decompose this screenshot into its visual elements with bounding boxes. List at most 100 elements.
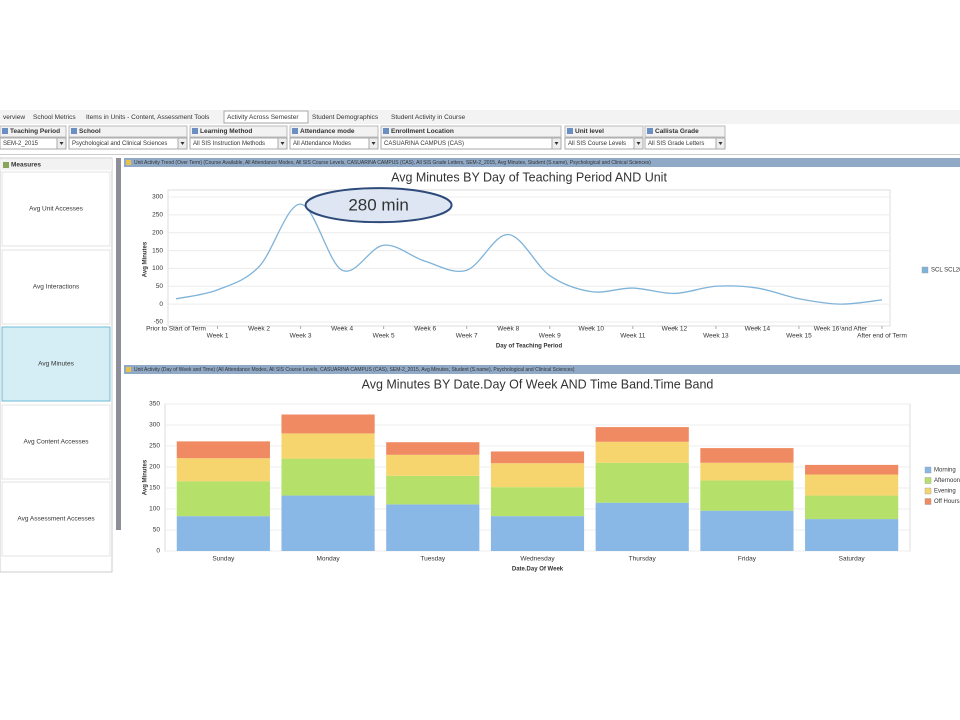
- y-tick-label: 0: [159, 301, 163, 308]
- legend-swatch: [921, 266, 929, 274]
- line-series: [175, 203, 883, 305]
- bar-segment: [805, 495, 899, 520]
- y-tick-label: 300: [152, 194, 163, 201]
- chart-title: Avg Minutes BY Day of Teaching Period AN…: [391, 170, 667, 184]
- tab[interactable]: [223, 110, 309, 124]
- annotation-text: 280 min: [348, 196, 408, 215]
- tab-label: verview: [3, 114, 25, 121]
- x-tick-label: Week 12: [662, 326, 688, 333]
- y-tick-label: 100: [149, 506, 160, 513]
- bar-segment: [490, 487, 585, 517]
- y-tick-label: 200: [149, 464, 160, 471]
- x-tick-label: Week 7: [456, 333, 478, 340]
- measure-item[interactable]: [1, 249, 111, 325]
- x-tick-label: Week 1: [207, 333, 229, 340]
- bar-segment: [386, 454, 480, 476]
- filter-header: [189, 125, 288, 138]
- y-tick-label: -50: [154, 319, 164, 326]
- scrollbar: [116, 158, 121, 530]
- measure-item[interactable]: [1, 171, 111, 247]
- dropdown-arrow: [371, 142, 376, 145]
- x-tick-label: Prior to Start of Term: [146, 326, 206, 333]
- measure-label: Avg Unit Accesses: [29, 206, 83, 213]
- filter-label: Enrollment Location: [391, 128, 454, 135]
- bar-segment: [386, 442, 480, 455]
- filter-value: All SIS Grade Letters: [648, 141, 704, 147]
- tab-label: Student Activity in Course: [391, 114, 465, 121]
- x-tick-label: Week 10: [579, 326, 605, 333]
- filter-icon: [2, 128, 8, 134]
- x-tick-label: Tuesday: [420, 556, 445, 563]
- y-tick-label: 0: [156, 548, 160, 555]
- filter-icon: [647, 128, 653, 134]
- measure-item[interactable]: [1, 481, 111, 557]
- filter-header: [0, 125, 67, 138]
- dropdown-arrow: [59, 142, 64, 145]
- y-tick-label: 50: [156, 283, 164, 290]
- bar-segment: [595, 441, 689, 463]
- x-tick-label: Week 5: [373, 333, 395, 340]
- tab[interactable]: [30, 111, 82, 123]
- y-tick-label: 100: [152, 265, 163, 272]
- chart-header-text: Unit Activity Trend (Over Term) (Course …: [134, 160, 651, 166]
- measure-label: Avg Minutes: [38, 361, 74, 368]
- filter-value: All SIS Instruction Methods: [193, 141, 265, 147]
- filter-label: Teaching Period: [10, 128, 60, 135]
- x-tick-label: Week 3: [290, 333, 312, 340]
- annotation-bubble: [304, 187, 453, 224]
- filter-value: CASUARINA CAMPUS (CAS): [384, 141, 464, 147]
- filter-value: Psychological and Clinical Sciences: [72, 141, 167, 147]
- x-axis-label: Day of Teaching Period: [496, 344, 563, 350]
- bar-segment: [176, 441, 270, 459]
- chart-header-icon: [126, 160, 131, 165]
- bar-segment: [176, 458, 270, 482]
- y-tick-label: 150: [149, 485, 160, 492]
- dropdown-arrow: [280, 142, 285, 145]
- tab[interactable]: [0, 111, 29, 123]
- dropdown-arrow: [180, 142, 185, 145]
- x-tick-label: Week 8: [497, 326, 519, 333]
- chart-header-icon: [126, 367, 131, 372]
- dropdown-arrow: [718, 142, 723, 145]
- measure-item[interactable]: [1, 404, 111, 480]
- legend-swatch: [924, 477, 932, 484]
- dropdown-arrow: [554, 142, 559, 145]
- tab[interactable]: [388, 111, 476, 123]
- y-tick-label: 50: [153, 527, 161, 534]
- tab[interactable]: [83, 111, 223, 123]
- y-tick-label: 300: [149, 422, 160, 429]
- measure-label: Avg Content Accesses: [24, 439, 90, 446]
- y-axis-label: Avg Minutes: [143, 459, 149, 495]
- filter-label: Unit level: [575, 128, 604, 135]
- filter-header: [68, 125, 188, 138]
- bar-segment: [281, 458, 375, 496]
- x-tick-label: Monday: [317, 556, 341, 563]
- filter-icon: [192, 128, 198, 134]
- legend-swatch: [924, 498, 932, 505]
- tab-label: School Metrics: [33, 114, 76, 121]
- filter-icon: [567, 128, 573, 134]
- bar-segment: [281, 414, 375, 434]
- x-tick-label: Week 6: [414, 326, 436, 333]
- filter-label: Callista Grade: [655, 128, 699, 135]
- measure-item[interactable]: [1, 326, 111, 402]
- measures-icon: [3, 162, 9, 168]
- bar-segment: [386, 475, 480, 505]
- bar-segment: [490, 451, 585, 464]
- legend-label: Afternoon: [934, 478, 960, 484]
- filter-header: [380, 125, 562, 138]
- bar-segment: [805, 519, 899, 551]
- bar-segment: [700, 448, 794, 463]
- tab[interactable]: [309, 111, 387, 123]
- x-tick-label: Week 2: [248, 326, 270, 333]
- plot-frame: [167, 189, 891, 327]
- x-tick-label: Thursday: [629, 556, 657, 563]
- tab-label: Student Demographics: [312, 114, 379, 121]
- legend-label: SCL SCL200: [931, 268, 960, 274]
- filter-label: School: [79, 128, 101, 135]
- y-tick-label: 200: [152, 229, 163, 236]
- bar-segment: [595, 427, 689, 442]
- x-tick-label: After end of Term: [857, 333, 907, 340]
- bar-segment: [700, 480, 794, 511]
